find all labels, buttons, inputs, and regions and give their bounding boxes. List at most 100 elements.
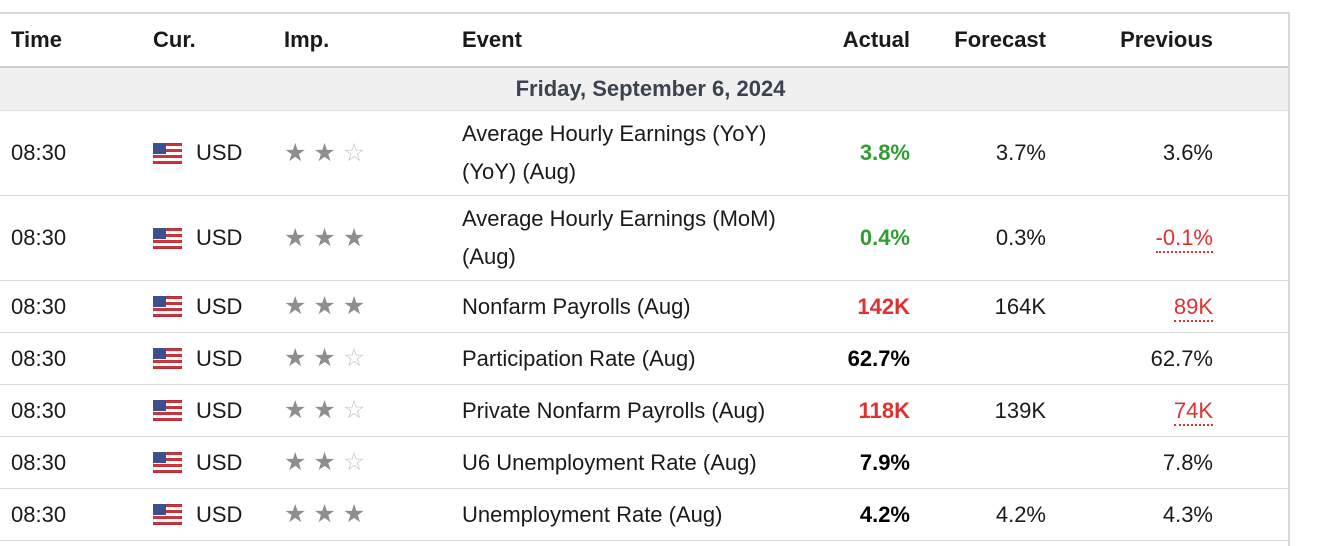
header-actual: Actual: [824, 14, 910, 68]
event-row[interactable]: 08:30 USD ★ ★ ☆ Private Nonfarm Payrolls (Aug…: [0, 384, 1288, 437]
star-filled-icon: ★: [284, 138, 307, 167]
actual-cell: 118K: [824, 384, 910, 437]
currency-cell: USD: [142, 488, 273, 541]
us-flag-icon: [153, 227, 182, 249]
currency-code: USD: [196, 449, 243, 475]
header-event: Event: [451, 14, 824, 68]
event-row[interactable]: 08:30 USD ★ ★ ★ Average Hourly Earnings (MoM)…: [0, 195, 1288, 281]
row-spacer: [1213, 332, 1288, 385]
event-name-link[interactable]: Average Hourly Earnings (YoY) (YoY) (Aug…: [462, 121, 767, 184]
row-spacer: [1213, 384, 1288, 437]
previous-value[interactable]: -0.1%: [1155, 225, 1213, 253]
header-forecast: Forecast: [910, 14, 1046, 68]
star-filled-icon: ★: [284, 292, 307, 320]
event-name-link[interactable]: Participation Rate (Aug): [462, 345, 696, 371]
star-filled-icon: ★: [313, 223, 336, 252]
event-time: 08:30: [0, 488, 142, 541]
currency-cell: USD: [142, 384, 273, 437]
previous-cell[interactable]: -0.1%: [1046, 195, 1213, 281]
importance-stars: ★ ★ ★: [284, 294, 451, 319]
row-spacer: [1213, 488, 1288, 541]
previous-cell: 7.8%: [1046, 436, 1213, 489]
star-filled-icon: ★: [284, 344, 307, 372]
us-flag-icon: [153, 296, 182, 317]
event-row[interactable]: 08:30 USD ★ ★ ☆ U6 Unemployment Rate (Aug) 7.9…: [0, 436, 1288, 489]
actual-cell: 62.7%: [824, 332, 910, 385]
actual-cell: 0.4%: [824, 195, 910, 281]
header-importance: Imp.: [273, 14, 451, 68]
star-filled-icon: ★: [342, 500, 366, 528]
event-name[interactable]: Participation Rate (Aug): [451, 332, 824, 385]
event-name[interactable]: Average Hourly Earnings (MoM) (Aug): [451, 195, 824, 281]
event-row[interactable]: 08:30 USD ★ ★ ★ Nonfarm Payrolls (Aug) 142K 164…: [0, 280, 1288, 333]
importance-cell: ★ ★ ☆: [273, 332, 451, 385]
actual-value: 4.2%: [859, 501, 910, 527]
us-flag-icon: [153, 142, 182, 164]
importance-stars: ★ ★ ☆: [284, 450, 451, 475]
forecast-cell: [910, 436, 1046, 489]
us-flag-icon: [153, 504, 182, 525]
importance-stars: ★ ★ ★: [284, 502, 451, 527]
star-filled-icon: ★: [313, 396, 336, 424]
star-filled-icon: ★: [313, 138, 336, 167]
importance-cell: ★ ★ ★: [273, 195, 451, 281]
economic-calendar: Time Cur. Imp. Event Actual Forecast Pre…: [0, 12, 1290, 546]
event-name[interactable]: Nonfarm Payrolls (Aug): [451, 280, 824, 333]
currency-cell: USD: [142, 195, 273, 281]
star-filled-icon: ★: [313, 344, 336, 372]
star-filled-icon: ★: [284, 448, 307, 476]
previous-value[interactable]: 89K: [1173, 293, 1213, 322]
star-filled-icon: ★: [313, 292, 336, 320]
star-filled-icon: ★: [284, 223, 307, 252]
us-flag-icon: [153, 452, 182, 473]
header-currency: Cur.: [142, 14, 273, 68]
event-name-link[interactable]: Average Hourly Earnings (MoM) (Aug): [462, 206, 776, 269]
event-row[interactable]: 08:30 USD ★ ★ ☆ Participation Rate (Aug) 62.7%…: [0, 332, 1288, 385]
forecast-cell: 139K: [910, 384, 1046, 437]
row-spacer: [1213, 436, 1288, 489]
forecast-value: 4.2%: [995, 501, 1046, 527]
event-time: 08:30: [0, 110, 142, 196]
importance-cell: ★ ★ ☆: [273, 436, 451, 489]
importance-cell: ★ ★ ☆: [273, 110, 451, 196]
currency-code: USD: [196, 345, 243, 371]
importance-stars: ★ ★ ★: [284, 223, 451, 252]
event-name-link[interactable]: Nonfarm Payrolls (Aug): [462, 293, 691, 319]
event-name[interactable]: Private Nonfarm Payrolls (Aug): [451, 384, 824, 437]
event-row[interactable]: 08:30 USD ★ ★ ★ Unemployment Rate (Aug) 4.2% 4.…: [0, 488, 1288, 541]
previous-cell[interactable]: 89K: [1046, 280, 1213, 333]
currency-code: USD: [196, 140, 243, 165]
event-name-link[interactable]: Private Nonfarm Payrolls (Aug): [462, 397, 766, 423]
previous-cell[interactable]: 74K: [1046, 384, 1213, 437]
forecast-value: 139K: [994, 397, 1046, 423]
previous-value: 7.8%: [1162, 449, 1213, 475]
star-filled-icon: ★: [342, 292, 366, 320]
header-row: Time Cur. Imp. Event Actual Forecast Pre…: [0, 14, 1288, 68]
star-empty-icon: ☆: [342, 138, 366, 167]
header-time: Time: [0, 14, 142, 68]
event-name-link[interactable]: Unemployment Rate (Aug): [462, 501, 723, 527]
currency-code: USD: [196, 293, 243, 319]
previous-value[interactable]: 74K: [1173, 397, 1213, 426]
us-flag-icon: [153, 400, 182, 421]
star-empty-icon: ☆: [342, 396, 366, 424]
previous-value: 4.3%: [1162, 501, 1213, 527]
event-name[interactable]: U6 Unemployment Rate (Aug): [451, 436, 824, 489]
row-spacer: [1213, 110, 1288, 196]
currency-code: USD: [196, 501, 243, 527]
actual-value: 118K: [858, 397, 910, 423]
row-spacer: [1213, 280, 1288, 333]
previous-cell: 62.7%: [1046, 332, 1213, 385]
importance-cell: ★ ★ ★: [273, 488, 451, 541]
event-row[interactable]: 08:30 USD ★ ★ ☆ Average Hourly Earnings (YoY)…: [0, 110, 1288, 196]
importance-cell: ★ ★ ★: [273, 280, 451, 333]
forecast-cell: 3.7%: [910, 110, 1046, 196]
forecast-cell: 164K: [910, 280, 1046, 333]
actual-value: 142K: [857, 293, 910, 319]
event-name[interactable]: Unemployment Rate (Aug): [451, 488, 824, 541]
event-name-link[interactable]: U6 Unemployment Rate (Aug): [462, 449, 757, 475]
actual-cell: 7.9%: [824, 436, 910, 489]
actual-value: 0.4%: [859, 225, 910, 250]
event-name[interactable]: Average Hourly Earnings (YoY) (YoY) (Aug…: [451, 110, 824, 196]
actual-value: 7.9%: [859, 449, 910, 475]
